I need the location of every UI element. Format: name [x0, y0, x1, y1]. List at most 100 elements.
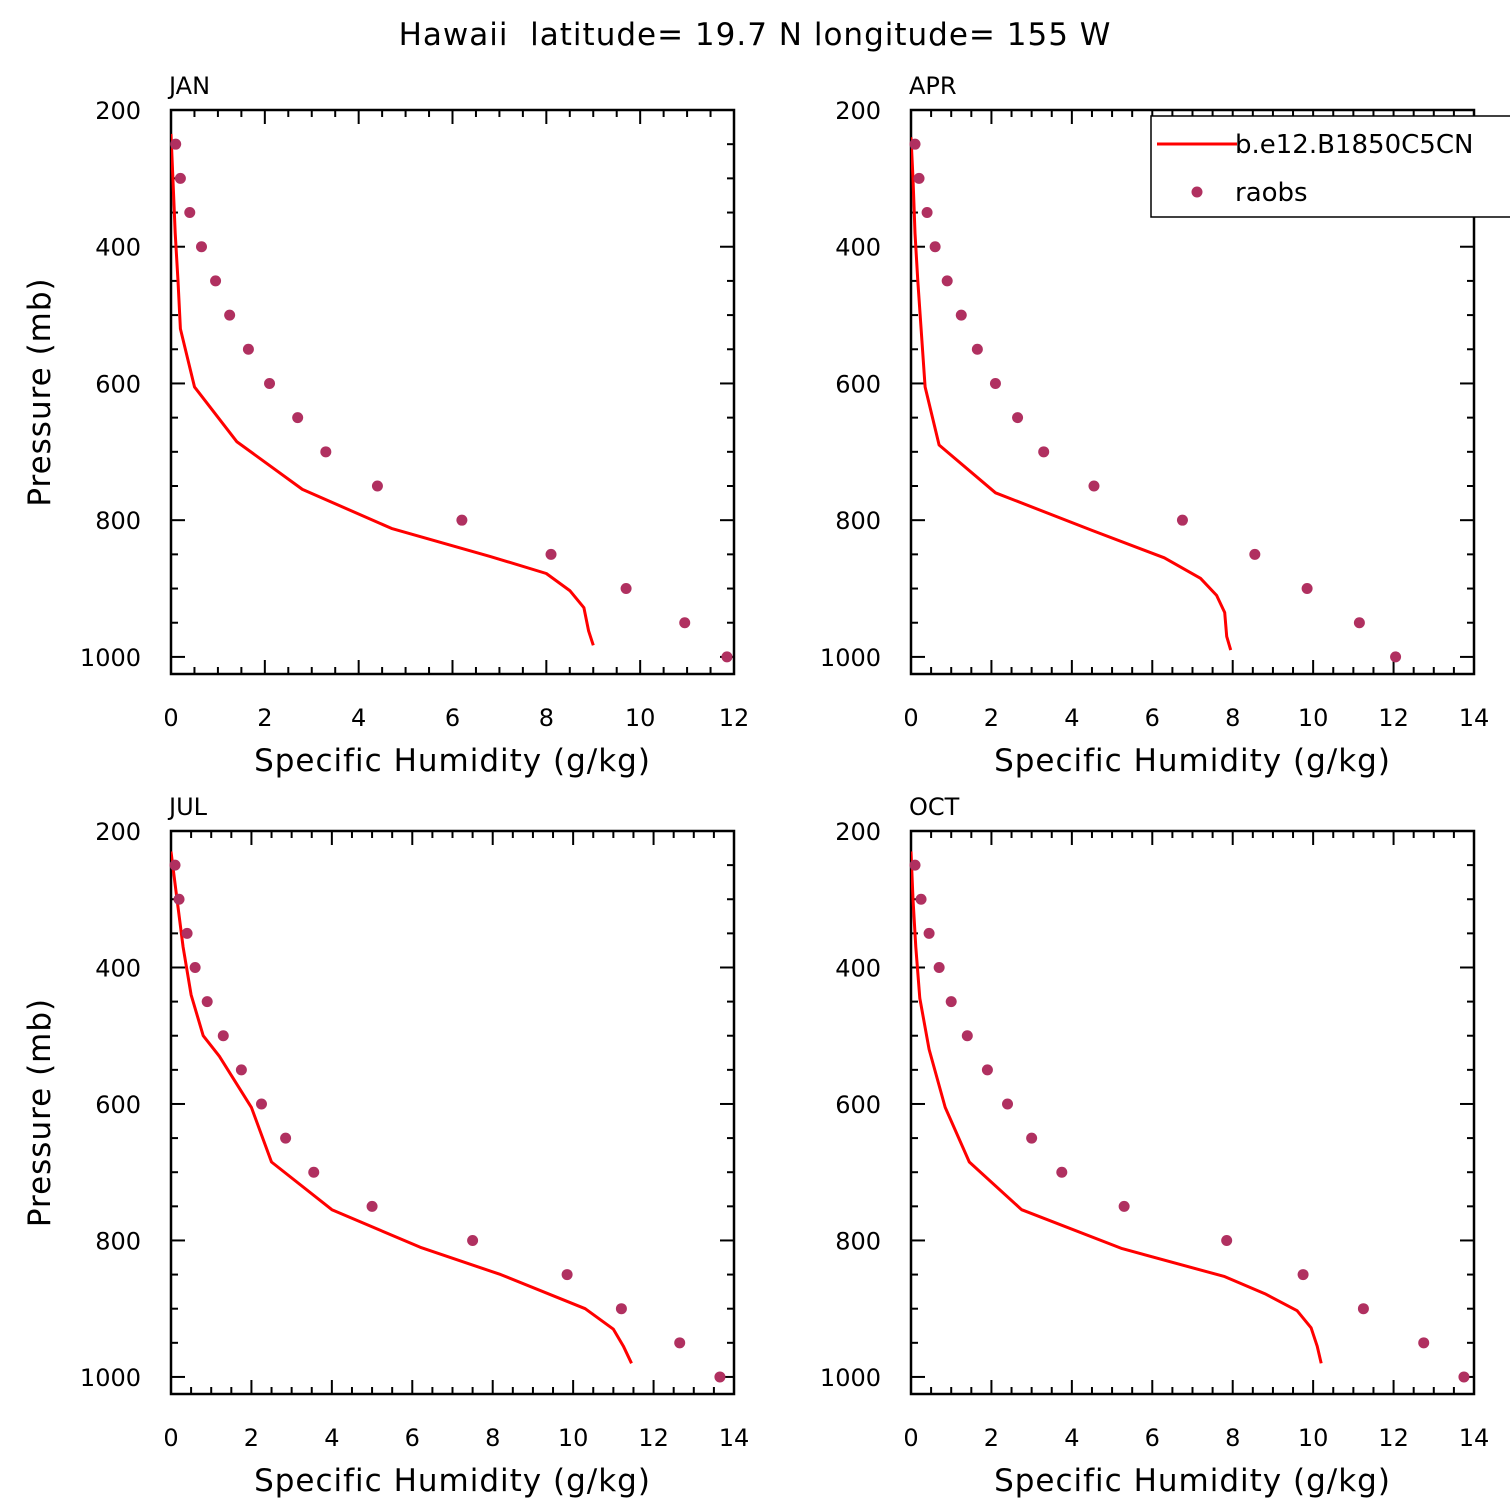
raobs-point: [923, 927, 935, 939]
raobs-point: [1353, 617, 1365, 629]
x-tick-label: 10: [1298, 704, 1329, 732]
raobs-point: [1056, 1166, 1068, 1178]
chart-title: Hawaii latitude= 19.7 N longitude= 155 W: [399, 17, 1112, 53]
panel-label: JUL: [167, 793, 208, 821]
x-tick-label: 4: [1064, 1424, 1079, 1452]
raobs-point: [320, 446, 332, 458]
raobs-point: [1088, 480, 1100, 492]
panel-jul: 0 2 4 6 8 10 12 14 200 400 600 800 1000 JUL Specific H…: [22, 793, 749, 1499]
x-tick-label: 4: [324, 1424, 339, 1452]
raobs-point: [679, 617, 691, 629]
plot-data: [171, 133, 595, 646]
raobs-point: [913, 172, 925, 184]
x-tick-label: 10: [1298, 1424, 1329, 1452]
x-tick-label: 2: [984, 1424, 999, 1452]
y-tick-label: 200: [95, 97, 141, 125]
panel-label: JAN: [167, 72, 210, 100]
raobs-point: [1221, 1234, 1233, 1246]
x-axis-title: Specific Humidity (g/kg): [994, 743, 1391, 779]
raobs-point: [371, 480, 383, 492]
y-tick-label: 400: [95, 954, 141, 982]
y-tick-label: 400: [835, 234, 881, 262]
y-tick-label: 1000: [820, 1364, 881, 1392]
x-tick-label: 10: [558, 1424, 589, 1452]
raobs-point: [169, 859, 181, 871]
raobs-point: [1002, 1098, 1014, 1110]
plot-data: [171, 851, 633, 1364]
raobs-point: [235, 1064, 247, 1076]
x-tick-label: 2: [257, 704, 272, 732]
raobs-point: [1038, 446, 1050, 458]
y-tick-label: 1000: [80, 644, 141, 672]
y-tick-label: 400: [95, 234, 141, 262]
raobs-point: [961, 1030, 973, 1042]
plot-frame: [169, 108, 736, 676]
raobs-point: [1176, 514, 1188, 526]
legend-label: b.e12.B1850C5CN: [1235, 130, 1473, 160]
x-tick-label: 12: [1378, 1424, 1409, 1452]
raobs-point: [1458, 1371, 1470, 1383]
y-tick-label: 800: [95, 507, 141, 535]
plot-data: [911, 137, 1233, 651]
raobs-point: [941, 275, 953, 287]
raobs-point: [1357, 1303, 1369, 1315]
raobs-point: [181, 927, 193, 939]
y-tick-label: 1000: [80, 1364, 141, 1392]
legend-label: raobs: [1235, 178, 1308, 208]
y-tick-label: 600: [95, 370, 141, 398]
model-line: [911, 851, 1323, 1364]
raobs-point: [1301, 583, 1313, 595]
y-axis-title: Pressure (mb): [22, 277, 58, 506]
x-axis-title: Specific Humidity (g/kg): [254, 1463, 651, 1499]
raobs-point: [456, 514, 468, 526]
raobs-point: [173, 893, 185, 905]
raobs-point: [945, 996, 957, 1008]
raobs-point: [189, 961, 201, 973]
x-tick-label: 12: [1378, 704, 1409, 732]
raobs-point: [170, 138, 182, 150]
raobs-point: [210, 275, 222, 287]
x-tick-label: 8: [1225, 1424, 1240, 1452]
raobs-point: [280, 1132, 292, 1144]
raobs-point: [264, 377, 276, 389]
raobs-point: [989, 377, 1001, 389]
panels-group: 0 2 4 6 8 10 12 200 400 600 800 1000 JAN Specific Hum…: [22, 72, 1510, 1499]
raobs-point: [909, 138, 921, 150]
raobs-point: [955, 309, 967, 321]
y-tick-label: 200: [835, 818, 881, 846]
legend-box: [1150, 115, 1510, 218]
x-tick-label: 0: [903, 704, 918, 732]
panel-oct: 0 2 4 6 8 10 12 14 200 400 600 800 1000 OCT Specific H…: [820, 793, 1489, 1499]
x-tick-label: 8: [539, 704, 554, 732]
y-tick-label: 200: [95, 818, 141, 846]
x-tick-label: 12: [719, 704, 750, 732]
raobs-point: [971, 343, 983, 355]
x-tick-label: 14: [1459, 704, 1490, 732]
x-tick-label: 10: [625, 704, 656, 732]
raobs-point: [1297, 1269, 1309, 1281]
raobs-point: [174, 172, 186, 184]
model-line: [171, 851, 633, 1364]
y-tick-label: 800: [95, 1227, 141, 1255]
raobs-point: [195, 241, 207, 253]
x-tick-label: 8: [485, 1424, 500, 1452]
y-tick-label: 600: [95, 1091, 141, 1119]
raobs-point: [366, 1200, 378, 1212]
raobs-point: [721, 651, 733, 663]
x-axis-title: Specific Humidity (g/kg): [994, 1463, 1391, 1499]
raobs-point: [1249, 548, 1261, 560]
x-tick-label: 6: [1145, 704, 1160, 732]
y-tick-label: 1000: [820, 644, 881, 672]
raobs-point: [1418, 1337, 1430, 1349]
raobs-point: [909, 859, 921, 871]
panel-jan: 0 2 4 6 8 10 12 200 400 600 800 1000 JAN Specific Hum…: [22, 72, 749, 779]
x-tick-label: 6: [405, 1424, 420, 1452]
raobs-point: [1118, 1200, 1130, 1212]
plot-data: [911, 851, 1323, 1364]
raobs-point: [242, 343, 254, 355]
raobs-point: [620, 583, 632, 595]
plot-frame: [909, 829, 1476, 1396]
y-tick-label: 600: [835, 370, 881, 398]
x-tick-label: 2: [244, 1424, 259, 1452]
raobs-point: [1390, 651, 1402, 663]
